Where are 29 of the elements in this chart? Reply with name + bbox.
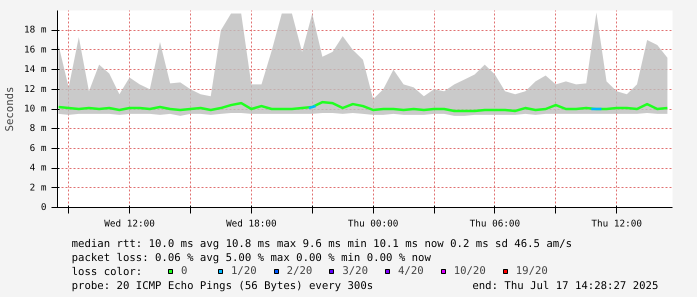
- y-tick-label: 2 m: [30, 182, 47, 194]
- y-tick-label: 4 m: [30, 162, 47, 174]
- x-tick-label: Wed 18:00: [226, 218, 277, 230]
- legend-label: 2/20: [286, 264, 312, 277]
- x-tick-label: Thu 06:00: [470, 218, 521, 230]
- x-tick-label: Wed 12:00: [104, 218, 156, 230]
- legend-label: 10/20: [454, 264, 486, 277]
- x-tick-label: Thu 00:00: [348, 218, 399, 230]
- legend-label: 4/20: [398, 264, 424, 277]
- legend-label: 1/20: [231, 264, 257, 277]
- line-series: [58, 100, 669, 112]
- y-tick-label: 10 m: [24, 104, 47, 114]
- text: end: Thu Jul 17 14:28:27 2025: [472, 279, 658, 292]
- x-tick-label: Thu 12:00: [591, 218, 642, 230]
- text: packet loss: 0.06 % avg 5.00 % max 0.00 % min 0.00 % now: [72, 251, 432, 264]
- legend-label: 0: [181, 264, 188, 277]
- y-tick-label: 16 m: [24, 44, 47, 56]
- text: median rtt: 10.0 ms avg 10.8 ms max 9.6 ms min 10.1 ms now 0.2 ms sd 46.5 am/s: [72, 237, 572, 250]
- y-tick-label: 12 m: [24, 84, 47, 95]
- y-tick-label: 8 m: [30, 123, 47, 134]
- legend-title: loss color:: [72, 265, 142, 278]
- legend-label: 19/20: [516, 264, 548, 277]
- y-axis-title: Seconds: [3, 86, 16, 132]
- y-tick-label: 0: [40, 202, 47, 213]
- y-tick-label: 14 m: [24, 64, 47, 76]
- y-tick-label: 6 m: [30, 142, 47, 154]
- y-tick-label: 18 m: [24, 24, 47, 36]
- legend-label: 3/20: [342, 264, 368, 277]
- text: probe: 20 ICMP Echo Pings (56 Bytes) every 300s: [72, 279, 374, 292]
